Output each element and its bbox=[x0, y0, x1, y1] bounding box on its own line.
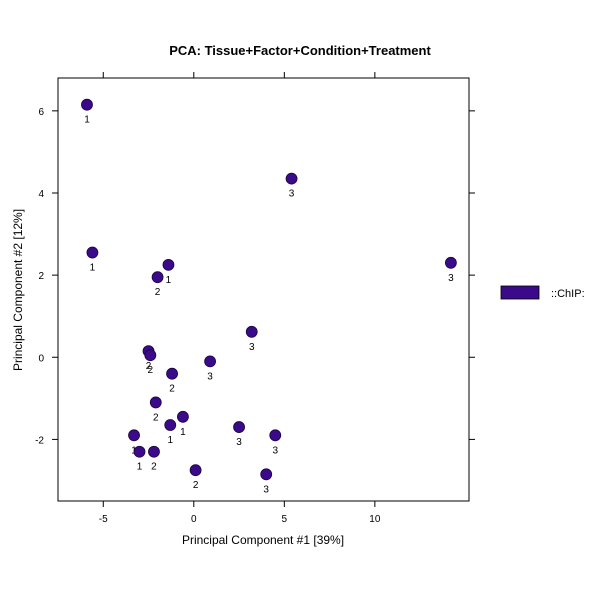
chart-title: PCA: Tissue+Factor+Condition+Treatment bbox=[169, 43, 431, 58]
y-tick-label: 0 bbox=[38, 353, 44, 364]
data-point bbox=[285, 172, 298, 185]
data-point-label: 2 bbox=[153, 412, 159, 423]
data-points: 113321322322113131223 bbox=[81, 98, 457, 495]
y-tick-label: -2 bbox=[35, 435, 44, 446]
data-point-label: 3 bbox=[289, 189, 295, 200]
data-point bbox=[233, 421, 245, 433]
data-point bbox=[204, 355, 216, 368]
y-axis-label: Principal Component #2 [12%] bbox=[11, 209, 25, 371]
x-tick-label: 5 bbox=[282, 514, 288, 525]
data-point bbox=[148, 445, 160, 458]
legend: ::ChIP: bbox=[500, 285, 585, 300]
plot-area-frame bbox=[57, 77, 470, 502]
y-axis: -2 0 2 4 6 bbox=[35, 107, 475, 446]
data-point-label: 1 bbox=[84, 115, 90, 126]
data-point-label: 3 bbox=[272, 445, 278, 456]
data-point bbox=[260, 468, 273, 481]
data-point bbox=[149, 396, 162, 409]
x-axis-label: Principal Component #1 [39%] bbox=[182, 533, 344, 547]
data-point bbox=[166, 367, 178, 380]
y-tick-label: 4 bbox=[38, 189, 44, 200]
data-point-label: 3 bbox=[448, 273, 454, 284]
data-point-label: 2 bbox=[146, 361, 152, 372]
data-point-label: 2 bbox=[193, 480, 199, 491]
data-point-label: 3 bbox=[236, 437, 242, 448]
x-axis: -5 0 5 10 bbox=[99, 72, 381, 525]
data-point bbox=[144, 349, 157, 362]
legend-label: ::ChIP: bbox=[551, 288, 585, 300]
data-point-label: 1 bbox=[166, 275, 172, 286]
data-point bbox=[133, 445, 146, 458]
x-tick-label: 0 bbox=[191, 514, 197, 525]
data-point-label: 2 bbox=[148, 365, 154, 376]
y-tick-label: 6 bbox=[38, 107, 44, 118]
data-point-label: 1 bbox=[137, 462, 143, 473]
data-point bbox=[164, 419, 177, 431]
data-point bbox=[128, 429, 140, 442]
x-tick-label: 10 bbox=[369, 514, 381, 525]
x-tick-label: -5 bbox=[99, 514, 108, 525]
data-point bbox=[177, 410, 189, 423]
data-point-label: 1 bbox=[90, 263, 96, 274]
data-point-label: 2 bbox=[169, 384, 175, 395]
data-point-label: 1 bbox=[167, 435, 173, 446]
data-point bbox=[86, 246, 99, 259]
data-point-label: 2 bbox=[151, 462, 157, 473]
data-point bbox=[245, 325, 258, 338]
data-point bbox=[81, 98, 93, 111]
data-point-label: 2 bbox=[155, 287, 161, 298]
data-point-label: 3 bbox=[207, 371, 213, 382]
data-point-label: 3 bbox=[249, 342, 255, 353]
data-point-label: 3 bbox=[263, 484, 269, 495]
legend-swatch bbox=[500, 285, 540, 300]
data-point bbox=[189, 464, 202, 477]
data-point bbox=[269, 429, 282, 442]
data-point-label: 1 bbox=[180, 427, 186, 438]
y-tick-label: 2 bbox=[38, 271, 44, 282]
data-point bbox=[151, 271, 164, 284]
data-point bbox=[444, 256, 457, 269]
data-point bbox=[162, 258, 175, 271]
